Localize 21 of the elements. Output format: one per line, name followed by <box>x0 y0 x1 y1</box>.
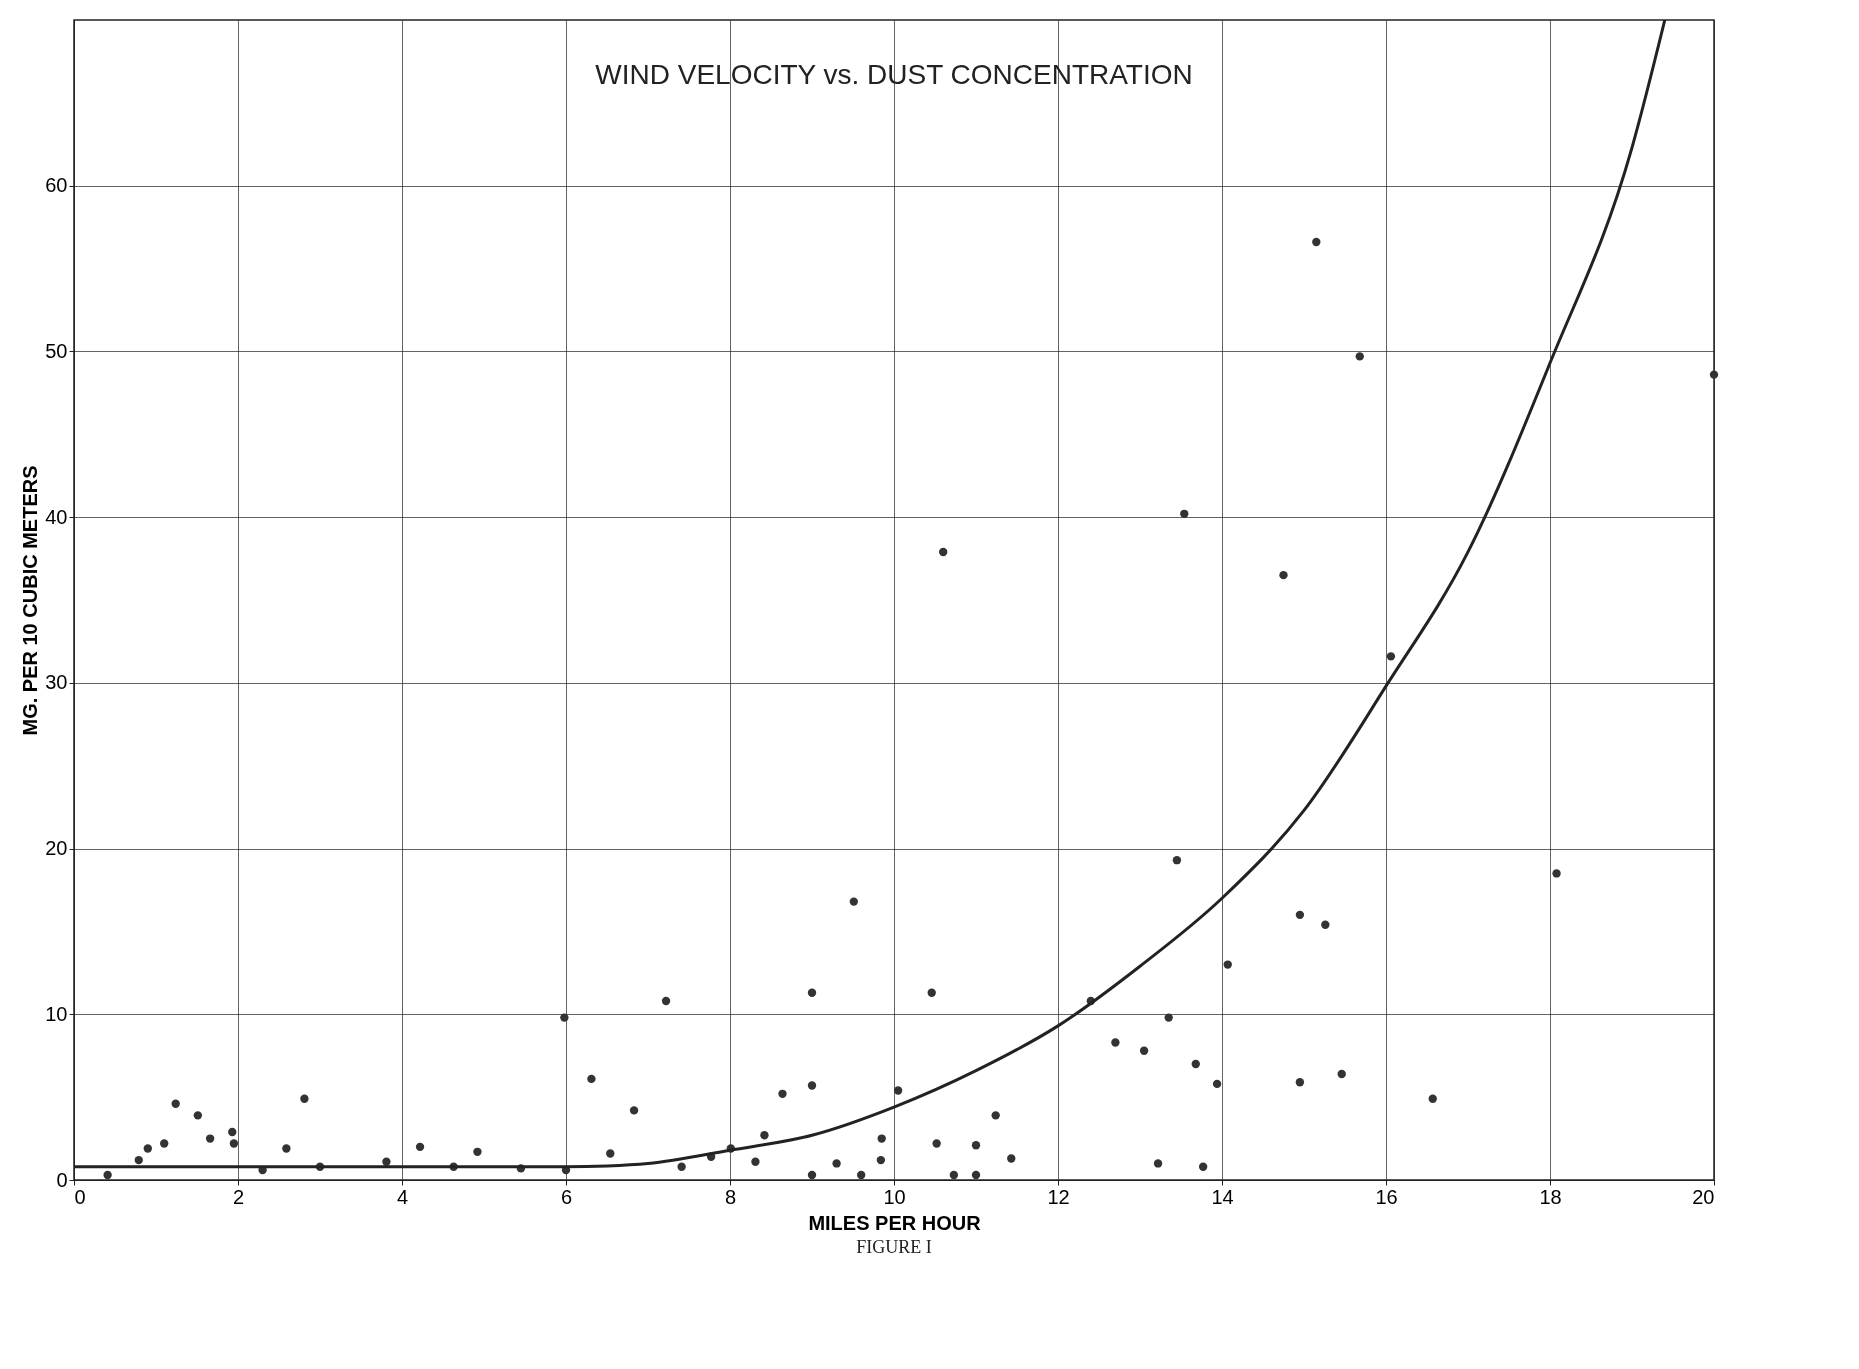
x-tick-label: 10 <box>883 1185 906 1208</box>
x-tick-label: 8 <box>724 1185 737 1208</box>
y-axis-title: MG. PER 10 CUBIC METERS <box>19 465 42 736</box>
y-tick-label: 10 <box>45 1002 68 1025</box>
x-tick-label: 0 <box>74 1185 86 1208</box>
x-axis-title: MILES PER HOUR <box>808 1211 982 1234</box>
x-tick-label: 2 <box>232 1185 245 1208</box>
y-tick-label: 50 <box>45 339 68 362</box>
y-tick-label: 20 <box>45 837 68 860</box>
text: FIGURE I <box>856 1237 932 1257</box>
x-tick-label: 12 <box>1047 1185 1070 1208</box>
x-tick-label: 16 <box>1375 1185 1398 1208</box>
x-tick-label: 4 <box>396 1185 409 1208</box>
y-tick-label: 40 <box>45 505 68 528</box>
x-tick-label: 20 <box>1692 1185 1715 1208</box>
x-tick-label: 14 <box>1211 1185 1234 1208</box>
x-tick-label: 18 <box>1539 1185 1562 1208</box>
y-tick-label: 0 <box>56 1168 68 1191</box>
x-tick-label: 6 <box>560 1185 573 1208</box>
y-tick-label: 60 <box>45 174 68 197</box>
y-tick-label: 30 <box>45 671 68 694</box>
